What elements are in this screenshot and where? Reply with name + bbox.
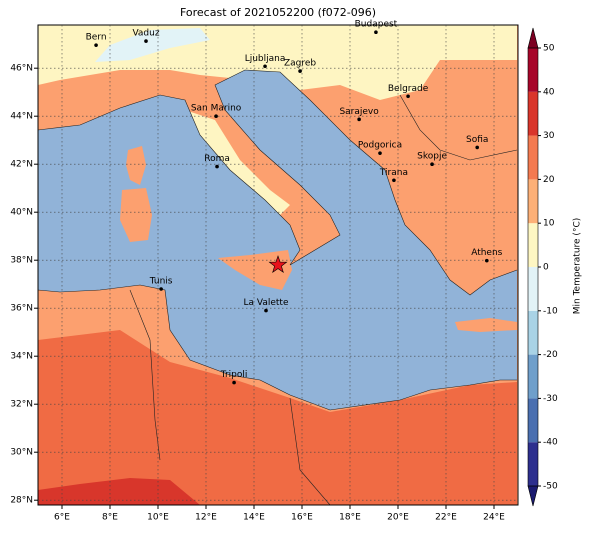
crete — [455, 318, 517, 332]
city-point — [378, 151, 382, 155]
colorbar-band — [528, 48, 538, 92]
city-label: Roma — [204, 154, 230, 164]
city-point — [263, 64, 267, 69]
x-tick-label: 16°E — [291, 513, 313, 523]
colorbar-band — [528, 354, 538, 399]
colorbar-tick-label: -10 — [543, 306, 558, 316]
colorbar-band — [528, 223, 538, 267]
city-label: San Marino — [191, 104, 242, 114]
city-label: Ljubljana — [245, 54, 286, 64]
city-point — [430, 162, 434, 166]
colorbar-tick-label: 0 — [543, 263, 549, 273]
africa-hot-zone — [38, 478, 200, 505]
city-label: Tirana — [379, 168, 408, 178]
y-tick-label: 32°N — [10, 400, 33, 410]
colorbar-tick-label: -20 — [543, 350, 558, 360]
city-point — [94, 43, 98, 47]
colorbar-band — [528, 442, 538, 486]
x-tick-label: 6°E — [54, 513, 70, 523]
city-label: Skopje — [417, 152, 447, 162]
x-tick-label: 12°E — [195, 513, 217, 523]
city-label: Tripoli — [220, 370, 248, 380]
city-point — [374, 30, 378, 34]
event-marker — [268, 255, 288, 274]
city-label: La Valette — [244, 298, 289, 308]
city-label: Bern — [86, 33, 107, 43]
corsica — [126, 146, 146, 185]
y-tick-label: 34°N — [10, 352, 33, 362]
colorbar-band — [528, 267, 538, 311]
y-tick-label: 46°N — [10, 64, 33, 74]
sea — [38, 70, 517, 410]
alps-zone — [95, 28, 210, 62]
city-point — [159, 287, 163, 291]
city-point — [232, 380, 236, 385]
y-tick-label: 44°N — [10, 112, 33, 122]
border — [129, 289, 161, 461]
colorbar-tick-label: 40 — [543, 87, 555, 97]
colorbar-band — [528, 398, 538, 443]
city-label: Podgorica — [358, 141, 402, 151]
city-label: Vaduz — [132, 29, 159, 39]
y-tick-label: 42°N — [10, 160, 33, 170]
colorbar-tick-label: 30 — [543, 131, 555, 141]
colorbar-tick-label: 20 — [543, 175, 555, 185]
sardinia — [120, 188, 152, 242]
city-point — [215, 164, 219, 169]
city-label: Belgrade — [388, 84, 429, 94]
city-point — [392, 178, 396, 183]
city-point — [298, 69, 302, 73]
colorbar-tick-label: -50 — [543, 482, 558, 492]
coastline — [38, 284, 517, 411]
y-tick-label: 40°N — [10, 208, 33, 218]
italy-zone — [185, 110, 290, 215]
colorbar-band — [528, 135, 538, 180]
city-label: Tunis — [149, 277, 173, 287]
city-point — [144, 39, 148, 43]
colorbar-extend-over — [527, 27, 539, 49]
colorbar-tick-label: -30 — [543, 394, 558, 404]
city-label: Zagreb — [284, 59, 316, 69]
chart-title: Forecast of 2021052200 (f072-096) — [180, 6, 376, 19]
sicily — [218, 250, 292, 290]
colorbar-extend-under — [527, 485, 539, 507]
colorbar-tick-label: 50 — [543, 44, 555, 54]
map-fill — [38, 25, 518, 505]
x-tick-label: 14°E — [243, 513, 265, 523]
colorbar-band — [528, 310, 538, 355]
city-point — [214, 114, 218, 118]
colorbar-tick-label: 10 — [543, 219, 555, 229]
colorbar-band — [528, 91, 538, 136]
x-tick-label: 8°E — [102, 513, 118, 523]
colorbar-tick-label: -40 — [543, 438, 558, 448]
y-tick-label: 28°N — [10, 496, 33, 506]
border — [399, 94, 518, 161]
coastline — [38, 69, 518, 296]
city-point — [264, 308, 268, 313]
city-label: Sarajevo — [339, 107, 379, 117]
x-tick-label: 22°E — [435, 513, 457, 523]
city-label: Sofia — [466, 135, 488, 145]
city-point — [357, 117, 361, 122]
x-tick-label: 10°E — [147, 513, 169, 523]
city-point — [475, 145, 480, 150]
map-frame — [37, 24, 519, 506]
colorbar-band — [528, 179, 538, 224]
city-label: Athens — [471, 248, 502, 258]
x-tick-label: 18°E — [339, 513, 361, 523]
city-point — [406, 94, 410, 99]
x-tick-label: 20°E — [387, 513, 409, 523]
city-label: Budapest — [355, 20, 398, 30]
y-tick-label: 38°N — [10, 256, 33, 266]
x-tick-label: 24°E — [483, 513, 505, 523]
border — [289, 397, 331, 505]
city-point — [485, 258, 489, 263]
y-tick-label: 30°N — [10, 448, 33, 458]
colorbar-label: Min Temperature (°C) — [573, 218, 583, 315]
y-tick-label: 36°N — [10, 304, 33, 314]
